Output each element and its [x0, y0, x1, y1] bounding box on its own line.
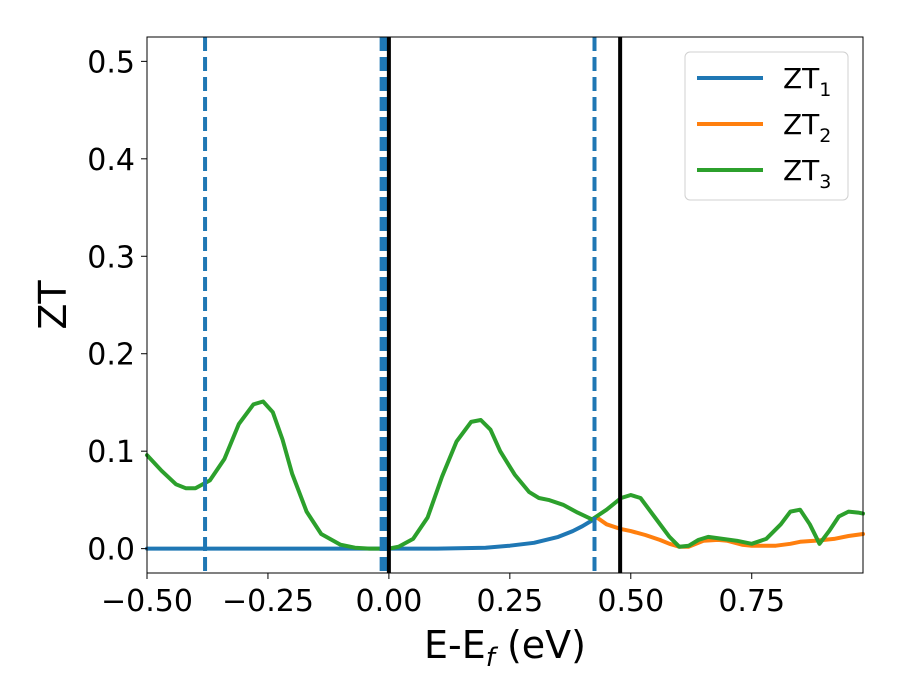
legend-item-zt1: ZT1 [697, 62, 831, 101]
legend-frame [684, 51, 849, 201]
plot-area-frame [146, 36, 864, 574]
x-axis-label: E-Ef (eV) [424, 623, 586, 673]
x-tick-label: 0.00 [355, 584, 422, 619]
x-tick-label: 0.25 [476, 584, 543, 619]
y-tick-label: 0.5 [87, 45, 135, 80]
series-line-zt1 [145, 515, 599, 551]
x-axis-label-unit: (eV) [495, 623, 586, 667]
series-line-zt3 [145, 399, 865, 551]
x-axis-label-main: E-E [424, 623, 486, 667]
x-tick-label: 0.75 [718, 584, 785, 619]
axis-ticks-layer: −0.50 −0.25 0.00 0.25 0.50 0.75 0.0 0.1 0.2 0.3 0.… [87, 45, 785, 619]
x-tick-label: −0.50 [101, 584, 193, 619]
y-tick-label: 0.4 [87, 143, 135, 178]
y-tick-label: 0.1 [87, 435, 135, 470]
y-axis-label: ZT [31, 280, 75, 330]
y-tick-label: 0.2 [87, 338, 135, 373]
legend-item-zt3: ZT3 [697, 154, 831, 193]
legend-item-zt2: ZT2 [697, 108, 831, 147]
x-tick-label: −0.25 [222, 584, 314, 619]
plot-lines-layer [145, 37, 865, 573]
legend-label-zt2: ZT2 [783, 108, 831, 147]
x-tick-label: 0.50 [597, 584, 664, 619]
y-tick-label: 0.0 [87, 533, 135, 568]
y-tick-label: 0.3 [87, 240, 135, 275]
legend-label-zt3: ZT3 [783, 154, 831, 193]
legend: ZT1 ZT2 ZT3 [684, 51, 849, 201]
legend-label-zt1: ZT1 [783, 62, 831, 101]
